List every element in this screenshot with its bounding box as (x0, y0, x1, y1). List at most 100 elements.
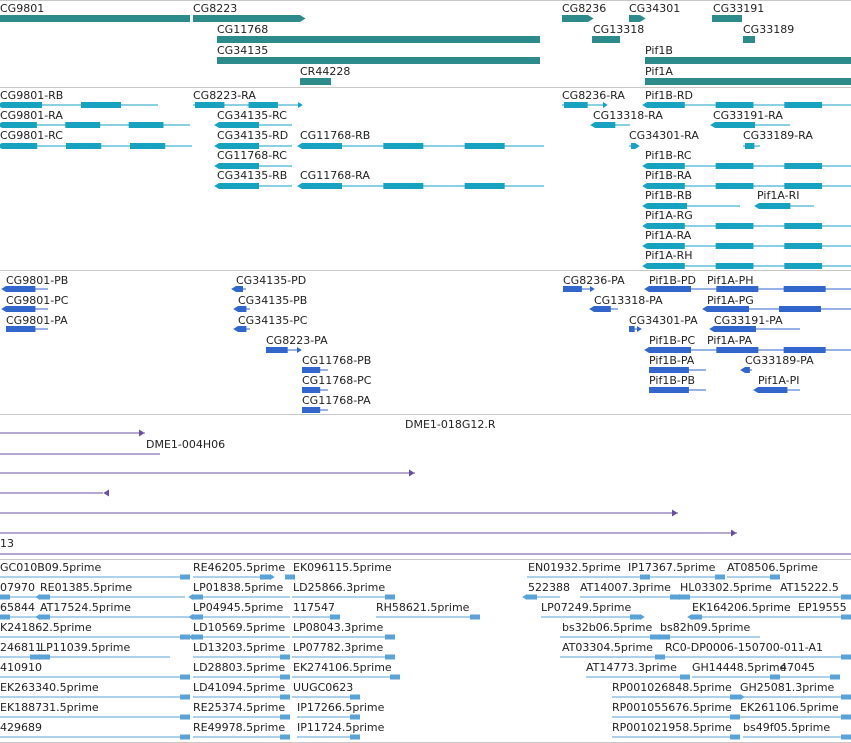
feature-47045[interactable]: 47045 (780, 661, 840, 680)
feature-ek096115-5prime[interactable]: EK096115.5prime (285, 561, 392, 580)
feature-pif1b-pc[interactable]: Pif1B-PC (644, 334, 851, 353)
feature-pif1a[interactable]: Pif1A (645, 65, 851, 85)
feature-uugc0623[interactable]: UUGC0623 (292, 681, 360, 700)
feature-re01385-5prime[interactable]: RE01385.5prime (35, 581, 185, 600)
feature-13[interactable]: 13 (0, 537, 851, 555)
feature-pif1a-ph[interactable]: Pif1A-PH (707, 274, 753, 287)
feature-ld10569-5prime[interactable]: LD10569.5prime (188, 621, 290, 640)
feature-cg33189[interactable]: CG33189 (743, 23, 794, 43)
feature-429689[interactable]: 429689 (0, 721, 190, 740)
feature-re46205-5prime[interactable]: RE46205.5prime (193, 561, 285, 580)
feature-cg8236[interactable]: CG8236 (562, 2, 606, 22)
feature-cg13318-pa[interactable]: CG13318-PA (589, 294, 663, 312)
feature-gc010b09-5prime[interactable]: GC010B09.5prime (0, 561, 190, 580)
feature-pif1a-ra[interactable]: Pif1A-RA (642, 229, 851, 249)
feature-bs32b06-5prime[interactable]: bs32b06.5prime (560, 621, 660, 640)
feature-07970[interactable]: 07970 (0, 581, 40, 600)
feature-rp001026848-5prime[interactable]: RP001026848.5prime (612, 681, 745, 700)
feature-ld13203-5prime[interactable]: LD13203.5prime (193, 641, 290, 660)
feature-lp07782-3prime[interactable]: LP07782.3prime (292, 641, 395, 660)
feature-cg9801[interactable]: CG9801 (0, 2, 190, 22)
feature-gh14448-5prime[interactable]: GH14448.5prime (692, 661, 787, 680)
feature-cg34301-ra[interactable]: CG34301-RA (629, 129, 699, 149)
feature-ek261106-5prime[interactable]: EK261106.5prime (740, 701, 851, 720)
feature-cg11768-rb[interactable]: CG11768-RB (297, 129, 544, 149)
feature-cg8236-ra[interactable]: CG8236-RA (562, 89, 625, 108)
feature-cg11768-rc[interactable]: CG11768-RC (214, 149, 292, 169)
feature-pif1a-pi[interactable]: Pif1A-PI (753, 374, 800, 393)
feature-bs49f05-5prime[interactable]: bs49f05.5prime (743, 721, 851, 740)
feature-en01932-5prime[interactable]: EN01932.5prime (527, 561, 650, 580)
feature-ep19555[interactable]: EP19555 (798, 601, 851, 620)
feature-pif1a-pa[interactable]: Pif1A-PA (707, 334, 753, 347)
feature-pif1b-pb[interactable]: Pif1B-PB (649, 374, 706, 393)
feature-cg34135-rd[interactable]: CG34135-RD (214, 129, 292, 149)
feature-lp08043-3prime[interactable]: LP08043.3prime (292, 621, 395, 640)
feature-pif1b-rb[interactable]: Pif1B-RB (642, 189, 740, 209)
feature-cg9801-rb[interactable]: CG9801-RB (0, 89, 158, 108)
feature-at14007-3prime[interactable]: AT14007.3prime (580, 581, 680, 600)
feature-at14773-3prime[interactable]: AT14773.3prime (586, 661, 690, 680)
feature-522388[interactable]: 522388 (522, 581, 570, 600)
feature-at03304-5prime[interactable]: AT03304.5prime (560, 641, 665, 660)
feature-k241862-5prime[interactable]: K241862.5prime (0, 621, 190, 640)
feature-gh25081-3prime[interactable]: GH25081.3prime (740, 681, 851, 700)
feature-cg33189-pa[interactable]: CG33189-PA (740, 354, 814, 373)
feature-cg9801-rc[interactable]: CG9801-RC (0, 129, 192, 149)
clone-alignment[interactable] (0, 509, 678, 517)
feature-rp001021958-5prime[interactable]: RP001021958.5prime (612, 721, 740, 740)
feature-pif1a-rh[interactable]: Pif1A-RH (642, 249, 851, 269)
feature-cg8236-pa[interactable]: CG8236-PA (563, 274, 625, 292)
feature-pif1b-pa[interactable]: Pif1B-PA (649, 354, 706, 373)
feature-cg11768-pb[interactable]: CG11768-PB (302, 354, 371, 373)
feature-ek188731-5prime[interactable]: EK188731.5prime (0, 701, 190, 720)
feature-410910[interactable]: 410910 (0, 661, 190, 680)
feature-ld28803-5prime[interactable]: LD28803.5prime (193, 661, 290, 680)
feature-cg9801-pb[interactable]: CG9801-PB (1, 274, 68, 292)
feature-at17524-5prime[interactable]: AT17524.5prime (35, 601, 190, 620)
feature-lp04945-5prime[interactable]: LP04945.5prime (188, 601, 290, 620)
feature-ek274106-5prime[interactable]: EK274106.5prime (292, 661, 400, 680)
feature-cg34135-pd[interactable]: CG34135-PD (231, 274, 306, 292)
feature-246811[interactable]: 246811 (0, 641, 42, 660)
feature-ip17266-5prime[interactable]: IP17266.5prime (297, 701, 385, 720)
feature-at08506-5prime[interactable]: AT08506.5prime (727, 561, 818, 580)
feature-65844[interactable]: 65844 (0, 601, 40, 620)
feature-cg9801-pc[interactable]: CG9801-PC (1, 294, 69, 312)
feature-cg11768[interactable]: CG11768 (217, 23, 540, 43)
feature-pif1b-rc[interactable]: Pif1B-RC (642, 149, 851, 169)
feature-cg11768-pa[interactable]: CG11768-PA (302, 394, 371, 413)
feature-cg11768-pc[interactable]: CG11768-PC (302, 374, 372, 393)
feature-lp07249-5prime[interactable]: LP07249.5prime (541, 601, 645, 620)
feature-ip17367-5prime[interactable]: IP17367.5prime (628, 561, 725, 580)
feature-cg34135-rb[interactable]: CG34135-RB (214, 169, 292, 189)
feature-ip11724-5prime[interactable]: IP11724.5prime (297, 721, 385, 740)
feature-cg34301[interactable]: CG34301 (629, 2, 680, 22)
feature-re49978-5prime[interactable]: RE49978.5prime (193, 721, 290, 740)
clone-alignment[interactable] (0, 489, 109, 497)
feature-lp01838-5prime[interactable]: LP01838.5prime (188, 581, 290, 600)
feature-ld25866-3prime[interactable]: LD25866.3prime (292, 581, 395, 600)
feature-pif1b-pd[interactable]: Pif1B-PD (644, 274, 851, 292)
feature-pif1a-ri[interactable]: Pif1A-RI (754, 189, 814, 209)
feature-cg13318[interactable]: CG13318 (592, 23, 644, 43)
feature-dme1-004h06[interactable]: DME1-004H06 (0, 438, 225, 455)
feature-cg8223[interactable]: CG8223 (193, 2, 306, 22)
feature-cg9801-ra[interactable]: CG9801-RA (0, 109, 190, 128)
feature-cg8223-ra[interactable]: CG8223-RA (193, 89, 303, 108)
feature-pif1b-rd[interactable]: Pif1B-RD (642, 89, 851, 108)
feature-pif1b[interactable]: Pif1B (645, 44, 851, 64)
feature-117547[interactable]: 117547 (292, 601, 340, 620)
feature-cg13318-ra[interactable]: CG13318-RA (590, 109, 663, 128)
feature-at15222-5[interactable]: AT15222.5 (780, 581, 851, 600)
feature-re25374-5prime[interactable]: RE25374.5prime (193, 701, 290, 720)
feature-cg33189-ra[interactable]: CG33189-RA (743, 129, 813, 149)
feature-pif1a-rg[interactable]: Pif1A-RG (642, 209, 851, 229)
feature-lp11039-5prime[interactable]: LP11039.5prime (35, 641, 170, 660)
feature-ld41094-5prime[interactable]: LD41094.5prime (193, 681, 290, 700)
feature-cr44228[interactable]: CR44228 (300, 65, 350, 85)
feature-cg33191-pa[interactable]: CG33191-PA (709, 314, 800, 332)
feature-cg9801-pa[interactable]: CG9801-PA (6, 314, 68, 332)
clone-alignment[interactable] (0, 529, 737, 537)
feature-rp001055676-5prime[interactable]: RP001055676.5prime (612, 701, 740, 720)
